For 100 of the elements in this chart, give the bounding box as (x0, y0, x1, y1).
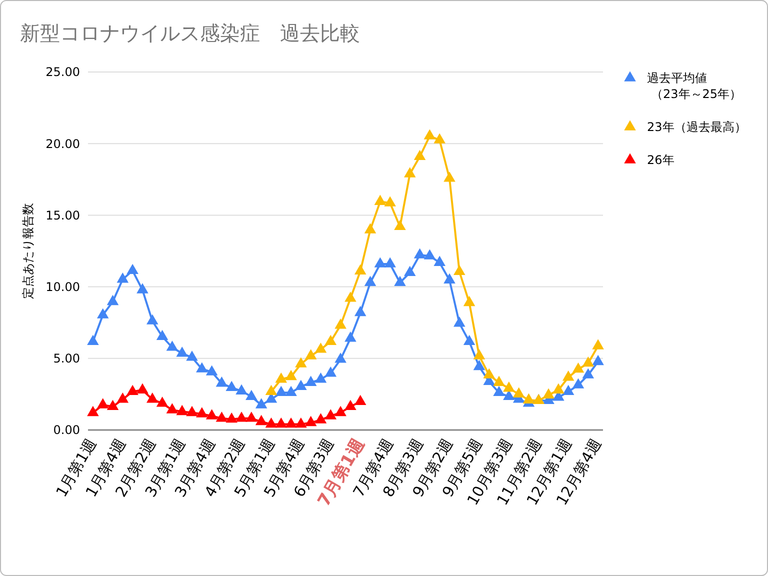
point (562, 370, 574, 381)
point (394, 276, 406, 286)
point (295, 380, 307, 390)
y-axis-title: 定点あたり報告数 (21, 203, 35, 299)
point (196, 362, 208, 372)
point (156, 396, 168, 407)
point (196, 407, 208, 418)
point (384, 196, 396, 206)
point (444, 172, 456, 182)
point (522, 393, 535, 404)
point (106, 400, 119, 410)
point (324, 366, 337, 377)
point (126, 384, 138, 396)
point (454, 264, 466, 276)
point (136, 283, 148, 294)
point (354, 306, 366, 316)
point (364, 223, 376, 234)
point (226, 412, 238, 423)
y-tick-label: 25.00 (46, 65, 80, 80)
point (463, 296, 476, 306)
point (265, 417, 278, 428)
point (503, 382, 515, 392)
point (265, 384, 278, 396)
point (374, 194, 386, 205)
point (255, 398, 268, 408)
point (334, 406, 346, 416)
y-tick-label: 20.00 (46, 136, 80, 151)
y-tick-label: 10.00 (46, 280, 80, 294)
point (285, 370, 297, 380)
point (384, 257, 396, 268)
point (444, 273, 456, 284)
point (96, 398, 109, 408)
point (473, 349, 486, 360)
point (592, 354, 604, 366)
point (314, 372, 327, 383)
point (562, 384, 574, 396)
point (285, 386, 297, 396)
point (572, 362, 584, 373)
point (106, 294, 119, 306)
point (136, 383, 148, 394)
legend-label: 過去平均値（23年～25年） (647, 71, 742, 102)
point (542, 388, 554, 398)
point (473, 360, 486, 370)
point (454, 316, 466, 327)
point (344, 332, 356, 342)
y-tick-label: 5.00 (53, 352, 80, 366)
point (364, 276, 376, 286)
point (552, 383, 564, 394)
point (374, 257, 386, 268)
point (512, 387, 525, 398)
legend-label: 23年（過去最高） (647, 120, 746, 134)
point (304, 349, 317, 360)
point (344, 292, 356, 302)
point (236, 384, 248, 394)
point (404, 167, 416, 178)
point (572, 378, 584, 388)
point (255, 414, 268, 426)
point (275, 386, 288, 396)
point (186, 406, 198, 416)
point (275, 372, 288, 383)
point (304, 376, 317, 386)
point (394, 220, 406, 230)
point (146, 314, 158, 324)
point (592, 339, 604, 350)
point (216, 412, 228, 422)
point (96, 308, 109, 318)
point (176, 346, 188, 357)
point (424, 249, 436, 260)
point (434, 256, 446, 266)
point (295, 417, 307, 428)
legend-label: 26年 (647, 153, 674, 168)
point (314, 342, 327, 353)
point (424, 129, 436, 140)
chart-title: 新型コロナウイルス感染症 過去比較 (20, 21, 360, 45)
point (87, 334, 99, 346)
point (324, 334, 337, 346)
point (493, 376, 505, 386)
point (463, 334, 476, 346)
point (404, 266, 416, 276)
point (206, 365, 218, 376)
point (414, 248, 426, 258)
point (582, 356, 594, 367)
point (246, 412, 258, 422)
point (126, 264, 138, 274)
point (334, 352, 346, 363)
y-tick-label: 15.00 (46, 208, 80, 222)
point (166, 340, 178, 351)
point (87, 406, 99, 416)
point (334, 318, 346, 329)
point (176, 404, 188, 416)
point (206, 409, 218, 420)
point (146, 392, 158, 403)
point (354, 264, 366, 274)
point (344, 400, 356, 410)
point (186, 350, 198, 361)
point (582, 368, 594, 378)
point (304, 416, 317, 426)
point (275, 417, 288, 428)
point (295, 357, 307, 368)
point (314, 413, 327, 424)
